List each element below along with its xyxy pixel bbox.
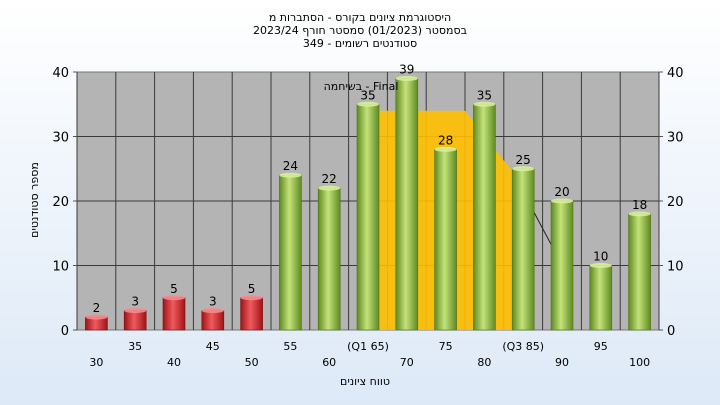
bar bbox=[395, 78, 419, 331]
bar-top bbox=[628, 211, 651, 217]
bar-value-label: 28 bbox=[438, 133, 453, 147]
bar bbox=[201, 310, 225, 331]
bar-top bbox=[395, 75, 418, 81]
bar-top bbox=[201, 308, 224, 314]
bar-top bbox=[434, 146, 457, 152]
bar-value-label: 22 bbox=[322, 172, 337, 186]
bar-value-label: 24 bbox=[283, 159, 298, 173]
x-tick-label: 30 bbox=[89, 356, 103, 369]
x-tick-label: 90 bbox=[555, 356, 569, 369]
y-tick-label-right: 40 bbox=[667, 66, 684, 81]
bar-value-label: 5 bbox=[170, 282, 178, 296]
bar-top bbox=[589, 263, 612, 268]
x-tick-label: 40 bbox=[167, 356, 181, 369]
bar bbox=[511, 168, 535, 331]
x-axis-ticks: 30 35 40 45 50 55 60 (Q1 65) 70 75 80 (Q3 85) 90 95 10… bbox=[89, 340, 650, 369]
bar-top bbox=[279, 172, 302, 178]
bar-top bbox=[85, 314, 108, 320]
bar bbox=[589, 265, 613, 331]
y-tick-label-right: 10 bbox=[667, 260, 684, 275]
x-tick-label: 100 bbox=[629, 356, 650, 369]
x-axis-label: טווח ציונים bbox=[340, 375, 390, 388]
bar-top bbox=[551, 198, 573, 204]
bar-value-label: 3 bbox=[209, 295, 217, 309]
bar bbox=[123, 310, 147, 331]
x-tick-label: 35 bbox=[128, 340, 142, 353]
y-axis-ticks: 0 0 10 10 20 20 30 30 40 40 bbox=[52, 66, 683, 339]
y-tick-label-left: 0 bbox=[61, 324, 69, 339]
x-tick-label: 75 bbox=[439, 340, 453, 353]
bar bbox=[550, 200, 574, 331]
y-tick-label-left: 20 bbox=[52, 195, 69, 210]
bar-top bbox=[163, 295, 185, 301]
bar-value-label: 2 bbox=[93, 301, 101, 315]
bar bbox=[473, 103, 496, 331]
y-tick-label-left: 10 bbox=[52, 260, 69, 275]
y-tick-label-left: 30 bbox=[52, 131, 69, 146]
x-tick-label: (Q1 65) bbox=[347, 340, 389, 353]
bar-value-label: 35 bbox=[360, 88, 375, 102]
bar-value-label: 10 bbox=[593, 250, 608, 264]
bar-value-label: 39 bbox=[399, 62, 414, 76]
x-tick-label: 95 bbox=[594, 340, 608, 353]
y-tick-label-left: 40 bbox=[52, 66, 69, 81]
bar-top bbox=[473, 101, 496, 107]
bar-value-label: 18 bbox=[632, 198, 647, 212]
bar bbox=[434, 149, 457, 331]
bar bbox=[240, 297, 263, 331]
bar-top bbox=[240, 295, 263, 301]
bar bbox=[317, 187, 341, 331]
bar bbox=[279, 174, 302, 331]
y-tick-label-right: 30 bbox=[667, 131, 684, 146]
bar bbox=[356, 103, 380, 331]
bar-value-label: 3 bbox=[131, 295, 139, 309]
bar bbox=[628, 213, 651, 331]
x-tick-label: 70 bbox=[400, 356, 414, 369]
bar-top bbox=[124, 308, 147, 314]
bar-top bbox=[318, 185, 341, 191]
bar-top bbox=[512, 166, 535, 172]
bar-value-label: 25 bbox=[516, 153, 531, 167]
x-tick-label: 55 bbox=[283, 340, 297, 353]
bar-value-label: 35 bbox=[477, 88, 492, 102]
x-tick-label: 50 bbox=[245, 356, 259, 369]
series-label: בשיחמה - Final bbox=[324, 80, 399, 93]
x-tick-label: (Q3 85) bbox=[502, 340, 544, 353]
y-axis-label: מספר סטודנטים bbox=[28, 162, 41, 238]
bar-value-label: 20 bbox=[554, 185, 569, 199]
chart-title-line-3: סטודנטים רשומים - 349 bbox=[303, 37, 417, 50]
x-tick-label: 60 bbox=[322, 356, 336, 369]
y-tick-label-right: 20 bbox=[667, 195, 684, 210]
chart-title-line-2: בסמסטר (01/2023) סמסטר חורף 2023/24 bbox=[253, 24, 467, 37]
bar-value-label: 5 bbox=[248, 282, 256, 296]
y-tick-label-right: 0 bbox=[667, 324, 675, 339]
x-tick-label: 80 bbox=[477, 356, 491, 369]
chart-title-line-1: היסטוגרמת ציונים בקורס - הסתברות מ bbox=[269, 11, 451, 24]
x-tick-label: 45 bbox=[206, 340, 220, 353]
bar bbox=[162, 297, 186, 331]
bar-top bbox=[357, 101, 379, 107]
